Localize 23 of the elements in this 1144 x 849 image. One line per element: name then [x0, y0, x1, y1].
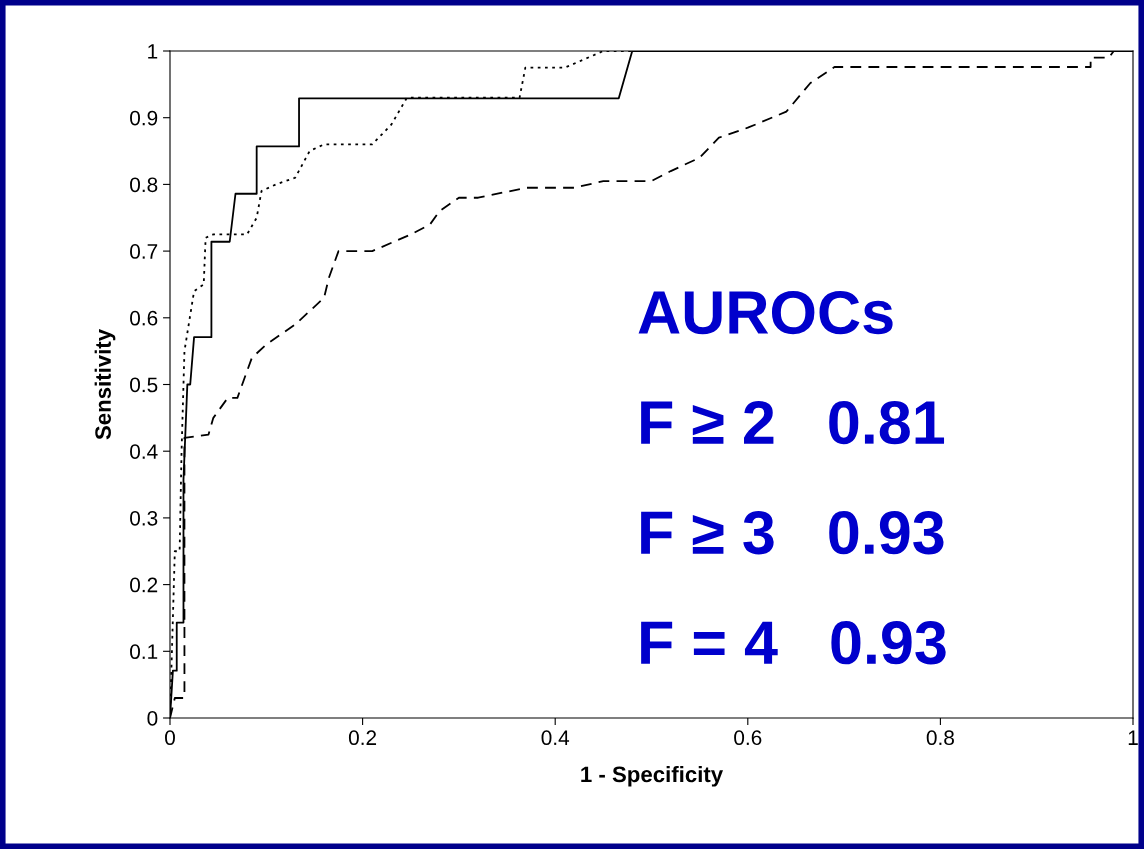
x-tick-label: 0.4 — [541, 730, 570, 746]
x-axis-title: 1 - Specificity — [581, 765, 724, 787]
x-tick-label: 0.2 — [348, 730, 377, 746]
y-tick-label: 0.1 — [130, 644, 158, 660]
y-tick-label: 0.9 — [130, 110, 158, 126]
y-tick-label: 0.2 — [130, 577, 158, 593]
y-axis-title: Sensitivity — [94, 329, 116, 440]
x-tick-label: 0.8 — [926, 730, 954, 746]
y-tick-label: 0.3 — [130, 510, 158, 526]
y-tick-label: 0 — [147, 711, 158, 726]
y-tick-label: 0.7 — [130, 244, 158, 259]
annotation: F ≥ 2 0.81 — [641, 400, 945, 445]
y-tick-label: 0.5 — [130, 377, 158, 393]
annotation: F ≥ 3 0.93 — [641, 511, 944, 555]
x-tick-label: 0 — [165, 730, 175, 746]
y-tick-label: 1 — [148, 44, 158, 59]
x-tick-label: 1 — [1128, 730, 1138, 745]
annotation: F = 4 0.93 — [641, 621, 946, 665]
y-tick-label: 0.4 — [130, 444, 158, 459]
annotation: AUROCs — [638, 290, 893, 335]
y-tick-label: 0.6 — [130, 310, 158, 326]
y-tick-label: 0.8 — [130, 177, 158, 193]
x-tick-label: 0.6 — [734, 730, 762, 746]
